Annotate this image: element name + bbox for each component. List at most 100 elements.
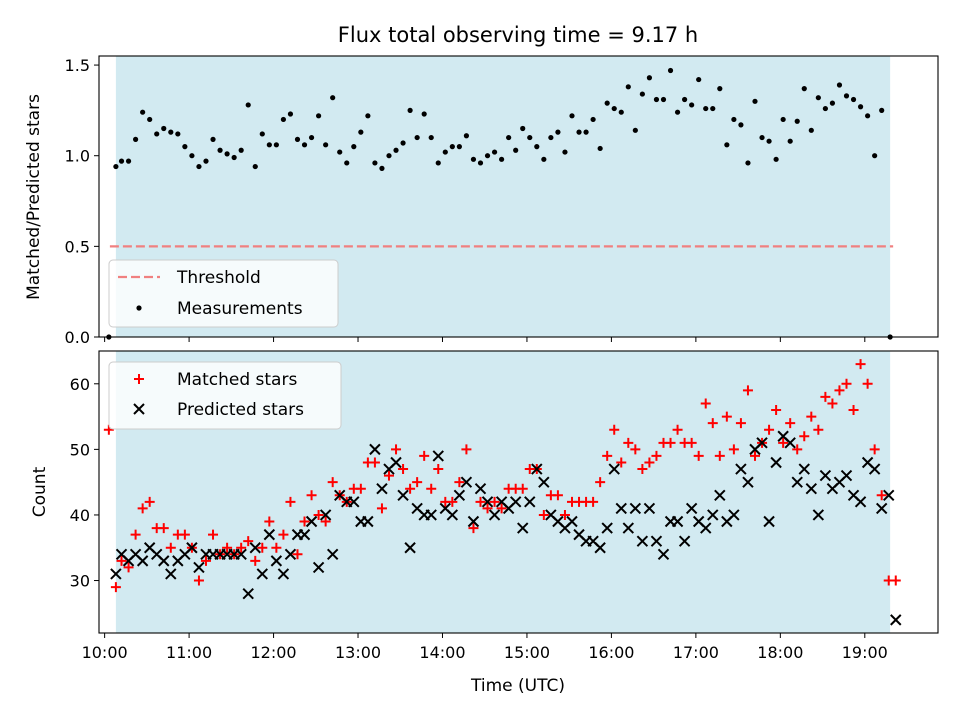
- predicted-stars-point: [474, 483, 487, 495]
- predicted-stars-point: [671, 515, 684, 528]
- measurement-point: [351, 144, 357, 150]
- measurement-point: [569, 113, 575, 119]
- matched-stars-point: [742, 385, 753, 396]
- predicted-stars-point: [763, 515, 775, 528]
- predicted-stars-point: [566, 515, 578, 528]
- y-tick-label: 50: [70, 440, 90, 459]
- predicted-stars-point: [312, 561, 325, 574]
- predicted-stars-point: [284, 548, 297, 561]
- predicted-stars-point: [298, 528, 311, 541]
- predicted-stars-point: [707, 509, 719, 521]
- matched-stars-point: [792, 444, 803, 455]
- matched-stars-point: [749, 450, 760, 461]
- x-tick-label: 14:00: [419, 643, 465, 662]
- matched-stars-point: [320, 516, 331, 527]
- matched-stars-point: [665, 437, 676, 448]
- matched-stars-point: [454, 477, 465, 488]
- legend-predicted-swatch: [133, 403, 145, 415]
- predicted-stars-point: [270, 555, 283, 567]
- measurement-point: [316, 113, 322, 119]
- predicted-stars-point: [235, 548, 247, 561]
- predicted-stars-point: [249, 542, 261, 554]
- bottom-legend: Matched stars Predicted stars: [108, 361, 342, 430]
- predicted-stars-point: [481, 496, 494, 508]
- measurement-point: [632, 127, 638, 133]
- matched-stars-point: [496, 503, 507, 514]
- predicted-stars-point: [390, 456, 402, 469]
- measurement-point: [703, 105, 709, 112]
- predicted-stars-point: [868, 463, 881, 475]
- matched-stars-point: [630, 444, 641, 455]
- measurement-point: [794, 118, 800, 124]
- measurement-point: [421, 111, 427, 117]
- predicted-stars-point: [636, 535, 649, 547]
- y-tick-label: 1.0: [65, 147, 90, 166]
- matched-stars-point: [806, 411, 817, 422]
- predicted-stars-point: [594, 542, 606, 554]
- predicted-stars-point: [376, 483, 388, 495]
- measurement-point: [717, 86, 723, 92]
- matched-stars-point: [355, 483, 366, 494]
- measurement-point: [499, 156, 505, 162]
- x-tick-label: 15:00: [504, 643, 550, 662]
- matched-stars-point: [222, 542, 233, 553]
- matched-stars-point: [179, 529, 190, 540]
- x-tick-label: 12:00: [251, 643, 297, 662]
- predicted-stars-point: [678, 535, 691, 547]
- measurement-point: [414, 134, 420, 141]
- matched-stars-point: [616, 457, 627, 468]
- predicted-stars-point: [883, 489, 895, 501]
- measurement-point: [273, 142, 279, 148]
- predicted-stars-point: [397, 489, 409, 501]
- matched-stars-point: [651, 450, 662, 461]
- measurement-point: [435, 160, 441, 166]
- measurement-point: [780, 116, 786, 123]
- matched-stars-point: [778, 437, 789, 448]
- measurement-point: [154, 131, 160, 137]
- measurement-point: [308, 134, 315, 141]
- matched-stars-point: [552, 490, 563, 501]
- predicted-stars-point: [735, 463, 747, 475]
- matched-stars-point: [116, 555, 127, 566]
- predicted-stars-point: [193, 561, 205, 574]
- matched-stars-point: [433, 464, 444, 475]
- measurement-point: [639, 91, 645, 97]
- legend-matched-label: Matched stars: [177, 370, 297, 390]
- matched-stars-point: [721, 411, 732, 422]
- matched-stars-point: [602, 450, 613, 461]
- y-tick-label: 60: [70, 375, 90, 394]
- measurement-point: [358, 129, 364, 135]
- predicted-stars-point: [509, 496, 522, 508]
- measurement-point: [470, 156, 477, 162]
- measurement-point: [808, 127, 814, 133]
- x-tick-label: 10:00: [82, 643, 128, 662]
- measurement-point: [491, 149, 498, 155]
- measurement-point: [118, 158, 125, 164]
- legend-measurements-label: Measurements: [177, 299, 303, 319]
- x-tick-label: 18:00: [757, 643, 803, 662]
- measurement-point: [787, 138, 793, 144]
- measurement-point: [428, 134, 434, 141]
- predicted-stars-point: [453, 489, 466, 501]
- measurement-point: [766, 138, 772, 144]
- predicted-stars-point: [277, 568, 290, 580]
- y-tick-label: 40: [70, 506, 90, 525]
- predicted-stars-point: [770, 456, 782, 469]
- matched-stars-point: [876, 490, 887, 501]
- measurement-point: [287, 111, 294, 117]
- matched-stars-point: [292, 549, 303, 560]
- matched-stars-point: [165, 542, 176, 553]
- legend-measurement-swatch: [136, 305, 142, 311]
- predicted-stars-point: [263, 528, 276, 541]
- matched-stars-point: [130, 529, 141, 540]
- matched-stars-point: [398, 464, 409, 475]
- measurement-point: [879, 107, 885, 113]
- predicted-stars-point: [467, 515, 480, 528]
- measurement-point: [689, 102, 695, 108]
- measurement-point: [133, 136, 139, 142]
- matched-stars-point: [588, 496, 599, 507]
- measurement-point: [449, 144, 455, 150]
- measurement-point: [843, 93, 850, 99]
- measurement-point: [259, 131, 265, 137]
- matched-stars-point: [890, 575, 901, 586]
